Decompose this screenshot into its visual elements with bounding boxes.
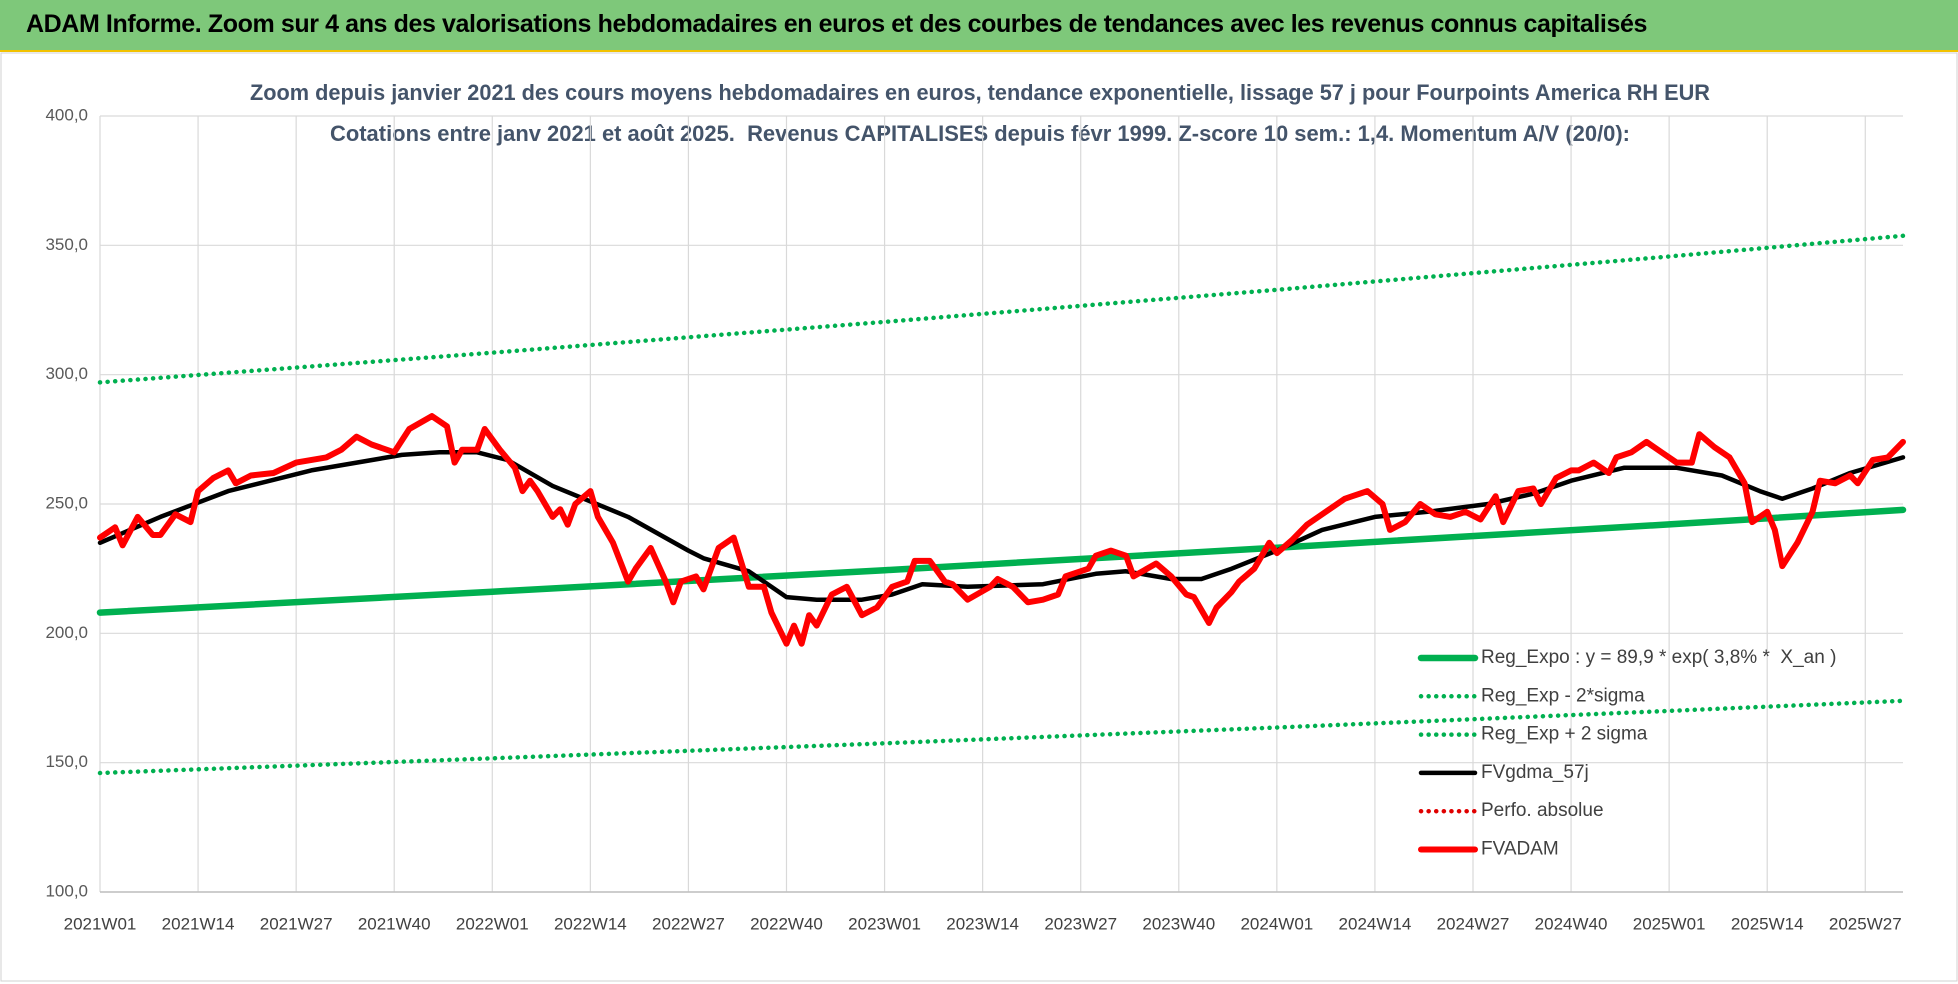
series-line <box>97 413 1906 647</box>
x-tick-label: 2024W14 <box>1339 914 1412 933</box>
y-tick-label: 150,0 <box>45 752 88 771</box>
x-tick-label: 2024W01 <box>1240 914 1313 933</box>
header-bar: ADAM Informe. Zoom sur 4 ans des valoris… <box>0 0 1958 52</box>
legend-label: Reg_Exp + 2 sigma <box>1481 724 1648 745</box>
x-tick-label: 2023W01 <box>848 914 921 933</box>
x-tick-label: 2023W27 <box>1044 914 1117 933</box>
y-tick-label: 300,0 <box>45 364 88 383</box>
legend-label: FVgdma_57j <box>1481 762 1589 783</box>
x-tick-label: 2022W27 <box>652 914 725 933</box>
x-tick-label: 2025W27 <box>1829 914 1902 933</box>
x-tick-label: 2025W14 <box>1731 914 1804 933</box>
legend-label: Reg_Expo : y = 89,9 * exp( 3,8% * X_an ) <box>1481 647 1836 668</box>
legend-label: Reg_Exp - 2*sigma <box>1481 685 1645 706</box>
x-tick-label: 2025W01 <box>1633 914 1706 933</box>
chart-frame <box>0 52 1958 982</box>
y-tick-label: 100,0 <box>45 881 88 900</box>
y-tick-label: 200,0 <box>45 623 88 642</box>
series-line <box>97 233 1906 385</box>
header-title: ADAM Informe. Zoom sur 4 ans des valoris… <box>26 10 1647 38</box>
x-tick-label: 2021W14 <box>162 914 235 933</box>
y-tick-label: 350,0 <box>45 235 88 254</box>
x-tick-label: 2022W40 <box>750 914 823 933</box>
x-tick-label: 2024W27 <box>1437 914 1510 933</box>
x-tick-label: 2021W01 <box>64 914 137 933</box>
grid <box>99 115 1903 893</box>
x-tick-label: 2022W01 <box>456 914 529 933</box>
x-tick-label: 2021W40 <box>358 914 431 933</box>
y-tick-label: 400,0 <box>45 105 88 124</box>
series-line <box>96 506 1907 616</box>
x-tick-label: 2023W40 <box>1142 914 1215 933</box>
legend-label: Perfo. absolue <box>1481 800 1604 821</box>
x-tick-label: 2022W14 <box>554 914 627 933</box>
series-line <box>97 698 1906 776</box>
x-tick-label: 2024W40 <box>1535 914 1608 933</box>
legend-label: FVADAM <box>1481 839 1559 860</box>
y-tick-label: 250,0 <box>45 493 88 512</box>
x-tick-label: 2021W27 <box>260 914 333 933</box>
chart-subtitle: Cotations entre janv 2021 et août 2025. … <box>330 121 1630 146</box>
chart: Zoom depuis janvier 2021 des cours moyen… <box>0 52 1958 982</box>
series-line <box>97 450 1906 602</box>
chart-title: Zoom depuis janvier 2021 des cours moyen… <box>250 80 1710 105</box>
x-tick-label: 2023W14 <box>946 914 1019 933</box>
